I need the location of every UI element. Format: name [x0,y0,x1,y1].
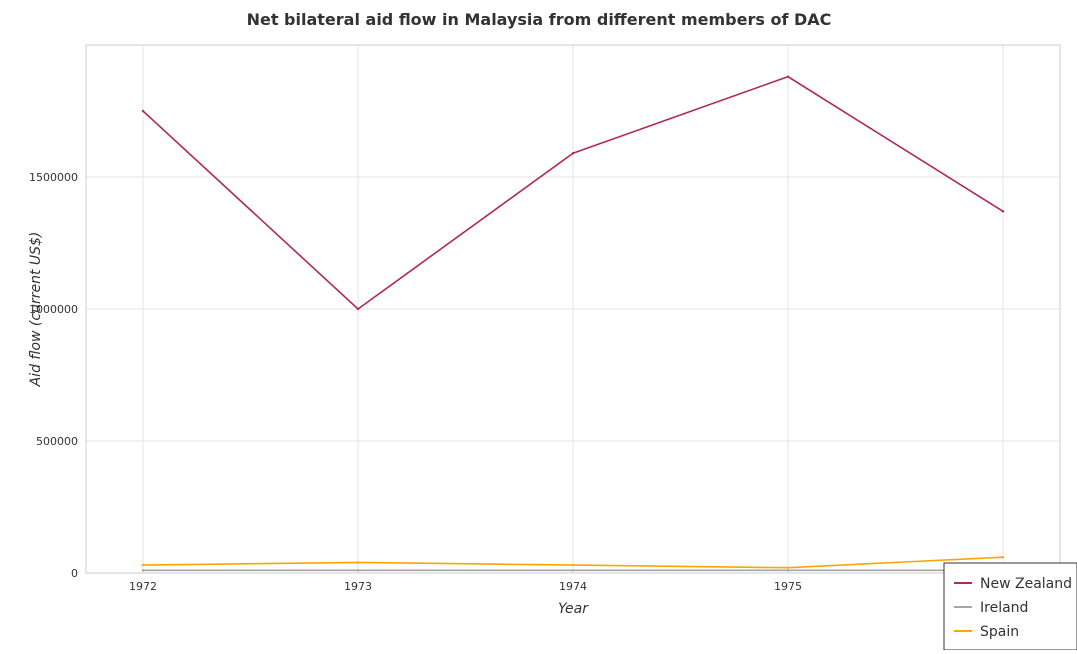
plot-area [85,44,1061,574]
y-axis-label: Aid flow (current US$) [28,232,44,388]
data-point-ireland [141,569,145,572]
y-tick-label: 0 [71,567,78,580]
grid-layer [86,45,1060,574]
legend: New Zealand Ireland Spain [943,562,1077,651]
legend-label-spain: Spain [980,624,1019,640]
data-point-new-zealand [141,109,145,113]
chart-title: Net bilateral aid flow in Malaysia from … [247,10,832,29]
series-layer [141,75,1005,572]
x-tick-label: 1974 [559,580,587,593]
x-axis-ticks: 19721973197419751977 [129,580,1017,593]
data-point-spain [356,561,360,564]
y-tick-label: 1500000 [29,171,78,184]
data-point-spain [786,566,790,569]
data-point-new-zealand [1001,210,1005,213]
data-point-spain [1001,555,1005,559]
x-axis-label: Year [558,601,589,617]
legend-label-ireland: Ireland [980,600,1028,616]
data-point-ireland [786,569,790,572]
x-tick-label: 1972 [129,580,157,593]
y-axis-ticks: 0 500000 1000000 1500000 [29,171,78,580]
x-tick-label: 1973 [344,580,372,593]
x-tick-label: 1975 [774,580,802,593]
data-point-new-zealand [786,75,790,78]
data-point-ireland [571,569,575,572]
data-point-new-zealand [356,307,360,311]
data-point-spain [571,563,575,567]
data-point-spain [141,563,145,567]
y-tick-label: 500000 [36,435,78,448]
data-point-new-zealand [571,152,575,155]
data-point-ireland [356,569,360,572]
legend-label-new-zealand: New Zealand [980,576,1072,592]
y-tick-label: 1000000 [29,303,78,316]
